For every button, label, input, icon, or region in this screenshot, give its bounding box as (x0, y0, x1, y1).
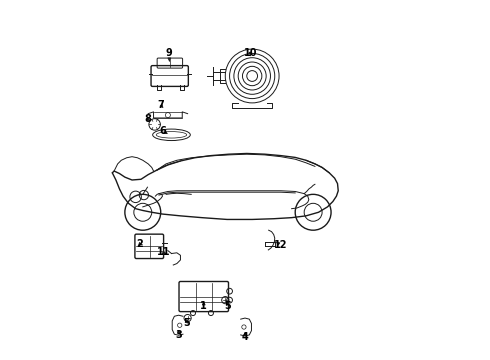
Text: 8: 8 (144, 114, 151, 124)
Text: 11: 11 (156, 247, 170, 257)
Text: 6: 6 (160, 126, 167, 136)
Text: 5: 5 (183, 319, 190, 328)
Text: 2: 2 (136, 239, 143, 249)
Text: 7: 7 (157, 100, 164, 110)
Text: 5: 5 (224, 301, 231, 311)
Text: 1: 1 (200, 301, 207, 311)
Text: 10: 10 (244, 48, 257, 58)
Text: 3: 3 (175, 330, 182, 340)
Text: 4: 4 (242, 332, 248, 342)
Text: 9: 9 (166, 48, 172, 61)
Text: 12: 12 (274, 240, 288, 250)
